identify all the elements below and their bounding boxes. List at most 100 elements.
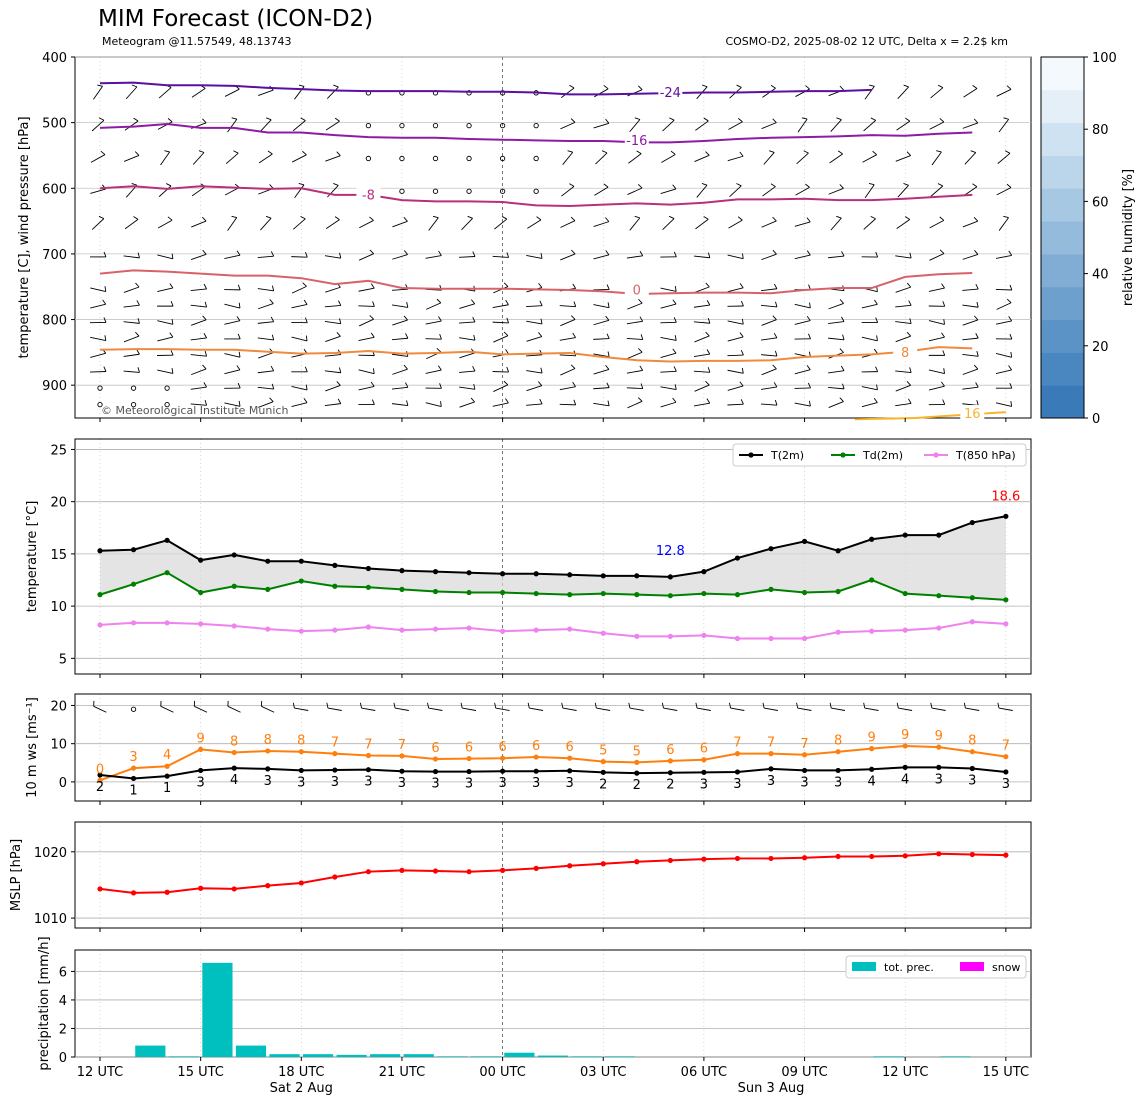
wind-barb (225, 150, 239, 165)
wind-barb (459, 299, 476, 309)
wind-barb-flag (605, 364, 610, 370)
series-mslp (99, 852, 1006, 894)
wind-barb-flag (432, 215, 439, 219)
wind-barb (460, 702, 477, 711)
wind-barb-flag (467, 215, 473, 219)
wind-barb-shaft (727, 403, 744, 406)
wind-barb (224, 316, 241, 325)
wind-value-label: 3 (800, 775, 808, 790)
wind-barb (425, 401, 442, 407)
wind-barb-flag (238, 351, 241, 358)
series-td2m (99, 571, 1006, 601)
wind-barb-flag (942, 350, 946, 356)
wind-barb (157, 318, 174, 325)
wind-barb-shaft (559, 354, 576, 357)
gust-value-label: 0 (96, 762, 104, 777)
wind-barb-shaft (191, 87, 206, 98)
wind-barb (324, 398, 342, 407)
wind-barb (996, 183, 1012, 196)
data-point (667, 857, 673, 864)
wind-barb-shaft (828, 337, 845, 341)
wind-barb (996, 298, 1012, 310)
wind-barb-flag (470, 299, 476, 305)
wind-barb-shaft (895, 403, 912, 407)
wind-barb (727, 300, 744, 307)
wind-barb-shaft (727, 336, 744, 342)
wind-barb-shaft (526, 370, 543, 374)
location-subtitle: Meteogram @11.57549, 48.13743 (102, 35, 292, 48)
wind-barb-flag (674, 335, 677, 341)
wind-barb-shaft (190, 288, 207, 292)
data-point (869, 746, 875, 752)
wind-barb-shaft (761, 288, 777, 292)
wind-barb-flag (439, 383, 442, 389)
wind-barb-shaft (91, 218, 105, 230)
wind-barb-flag (270, 316, 275, 322)
wind-barb (962, 382, 979, 390)
wind-barb (760, 350, 778, 357)
data-point (969, 749, 975, 755)
gust-value-label: 7 (767, 736, 775, 751)
data-point (500, 755, 506, 761)
wind-barb-flag (439, 334, 442, 340)
wind-barb (928, 301, 946, 307)
wind-barb-shaft (324, 255, 341, 259)
wind-barb-flag (204, 301, 208, 308)
wind-barb-shaft (459, 386, 476, 390)
gust-value-label: 9 (901, 728, 909, 743)
data-point (533, 768, 539, 774)
wind-barb (863, 702, 879, 711)
wind-barb-flag (1003, 117, 1009, 120)
wind-barb (995, 365, 1013, 375)
wind-barb-shaft (831, 707, 846, 711)
wind-barb-flag (770, 84, 776, 89)
wind-barb (660, 335, 677, 341)
colorbar-segment (1041, 286, 1084, 321)
wind-barb (695, 216, 709, 230)
wind-barb-shaft (629, 217, 641, 231)
data-point (600, 630, 606, 636)
wind-barb-shaft (493, 286, 509, 294)
data-point (298, 558, 304, 564)
wind-barb (929, 216, 945, 229)
wind-barb-shaft (257, 255, 274, 259)
wind-barb-flag (202, 315, 207, 321)
wind-barb-flag (701, 183, 708, 186)
wind-barb-flag (569, 84, 575, 89)
wind-barb-flag (773, 283, 778, 289)
wind-barb-shaft (662, 218, 675, 230)
wind-barb-shaft (257, 288, 274, 292)
wind-barb (693, 317, 711, 324)
data-point (466, 570, 472, 576)
wind-barb-flag (269, 299, 274, 304)
data-point (734, 555, 741, 561)
data-point (1003, 597, 1009, 603)
wind-barb (260, 215, 272, 231)
wind-barb (291, 150, 307, 163)
precip-bar (571, 1056, 602, 1057)
wind-barb-calm (466, 90, 472, 96)
data-point (365, 752, 371, 759)
wind-barb-shaft (962, 337, 979, 341)
wind-barb (593, 302, 610, 309)
wind-barb (325, 381, 341, 392)
data-point (533, 754, 539, 760)
y-tick-label: 700 (42, 248, 67, 263)
wind-barb (291, 335, 308, 342)
data-point (500, 768, 506, 774)
wind-barb (294, 84, 305, 100)
y-axis-label: temperature [C], wind pressure [hPa] (17, 116, 32, 358)
wind-barb (693, 367, 711, 373)
data-point (600, 573, 606, 579)
wind-barb (358, 249, 375, 261)
y-axis-label: MSLP [hPa] (9, 839, 24, 911)
wind-barb (997, 150, 1011, 164)
wind-barb (761, 364, 777, 376)
wind-barb (794, 315, 811, 325)
wind-barb-shaft (962, 288, 979, 291)
data-point (332, 751, 338, 757)
wind-barb (391, 302, 409, 308)
data-point (835, 629, 841, 635)
wind-barb (829, 702, 846, 711)
wind-barb-shaft (258, 89, 274, 96)
